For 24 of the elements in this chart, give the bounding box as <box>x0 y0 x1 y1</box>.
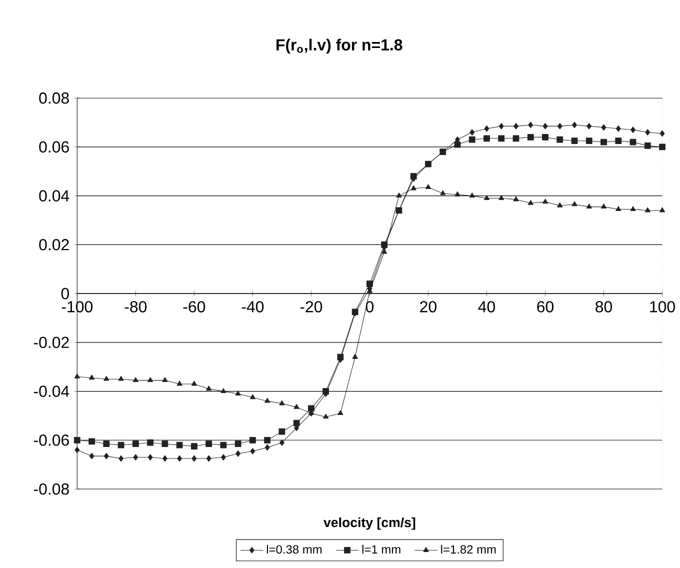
x-tick-label: 100 <box>650 301 675 313</box>
y-tick-label: 0.02 <box>39 239 69 251</box>
x-tick-label: -40 <box>242 301 264 313</box>
x-tick-label: -80 <box>124 301 147 313</box>
x-axis-title: velocity [cm/s] <box>324 518 416 530</box>
y-tick-label: -0.06 <box>34 434 69 446</box>
x-tick-label: 80 <box>596 301 612 313</box>
x-tick-label: 40 <box>478 301 495 313</box>
y-tick-label: 0.04 <box>39 190 70 202</box>
y-tick-label: 0 <box>61 288 69 300</box>
x-tick-label: -60 <box>183 301 206 313</box>
y-tick-label: -0.02 <box>34 337 69 348</box>
legend-label: l=1.82 mm <box>441 545 496 554</box>
x-tick-label: 0 <box>366 301 374 313</box>
y-tick-label: -0.08 <box>34 484 69 495</box>
x-tick-label: 60 <box>537 301 554 313</box>
y-tick-label: 0.06 <box>39 142 69 153</box>
y-tick-label: -0.04 <box>34 386 70 398</box>
y-tick-label: 0.08 <box>39 92 69 104</box>
x-tick-label: -20 <box>300 301 322 313</box>
x-tick-label: 20 <box>420 301 436 313</box>
chart-title: F(r$_{o}$,l.v) for n=1.8 <box>276 39 402 54</box>
legend-label: l=1 mm <box>362 545 400 554</box>
legend-label: l=0.38 mm <box>266 545 322 554</box>
